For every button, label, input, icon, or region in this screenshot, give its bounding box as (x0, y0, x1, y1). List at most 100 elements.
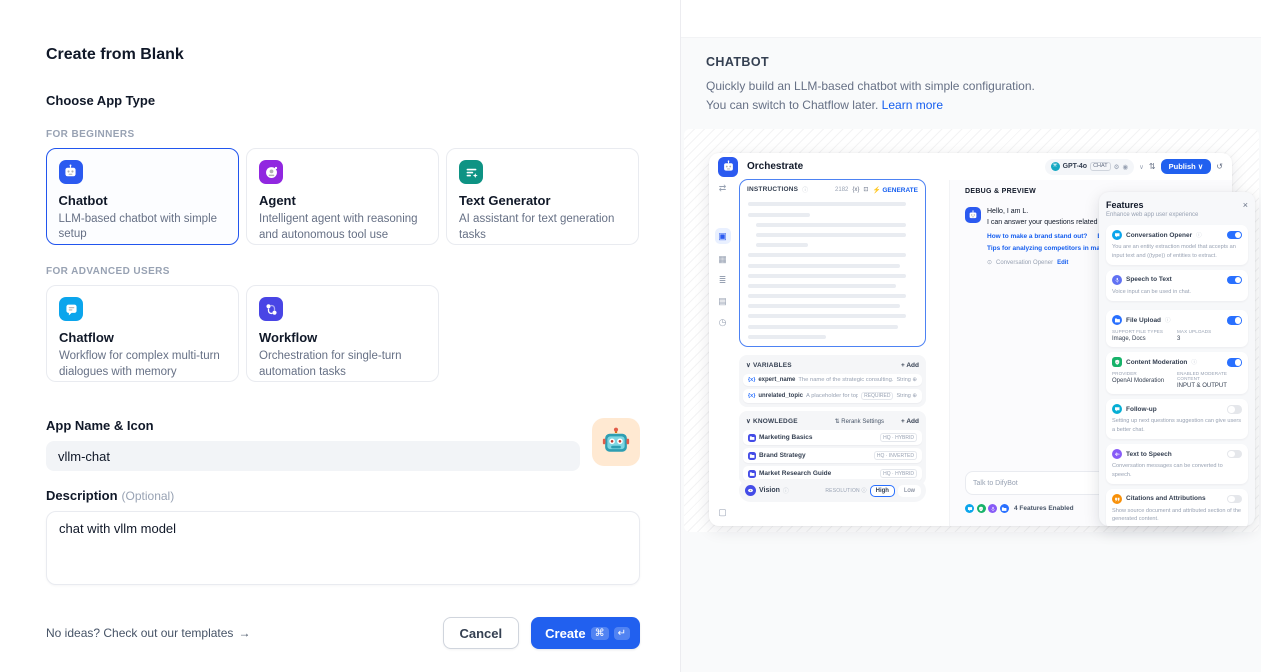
sliders-icon: ⇅ (1148, 162, 1156, 172)
microphone-icon (1112, 274, 1122, 285)
waveform-icon (1112, 449, 1122, 460)
toggle-switch (1227, 358, 1242, 367)
section-for-beginners: FOR BEGINNERS (46, 129, 135, 140)
toggle-switch (1227, 230, 1242, 240)
variable-icon: {x} (748, 377, 756, 384)
feature-follow-up: Follow-up Setting up next questions sugg… (1106, 399, 1248, 440)
app-type-info-panel: CHATBOT Quickly build an LLM-based chatb… (680, 0, 1261, 672)
knowledge-title: ∨ KNOWLEDGE (746, 418, 798, 426)
char-count: 2182 (835, 186, 849, 193)
image-nav-icon: ▦ (718, 254, 727, 265)
moderation-feature-icon (976, 504, 986, 514)
opener-icon: ⊙ (987, 260, 993, 267)
toggle-switch (1227, 449, 1242, 459)
feature-speech-to-text: Speech to Text Voice input can be used i… (1106, 269, 1248, 302)
app-type-description: Orchestration for single-turn automation… (259, 350, 402, 378)
app-type-title: Agent (259, 193, 296, 208)
docs-nav-icon: ▢ (718, 507, 727, 518)
toggle-switch (1227, 405, 1242, 414)
notes-nav-icon: ▤ (718, 296, 727, 307)
description-textarea[interactable]: chat with vllm model (46, 511, 640, 585)
create-app-modal: Create from Blank Choose App Type FOR BE… (46, 46, 640, 649)
copy-icon: ⊡ (863, 187, 869, 194)
swap-icon: ⇄ (718, 183, 727, 194)
variables-panel: ∨ VARIABLES + Add {x} expert_name The na… (739, 355, 926, 408)
enter-key-icon: ↵ (613, 626, 630, 640)
chatflow-icon (59, 297, 83, 321)
features-panel: Features × Enhance web app user experien… (1099, 192, 1255, 527)
beginner-cards-row: Chatbot LLM-based chatbot with simple se… (46, 148, 640, 245)
app-type-card-agent[interactable]: Agent Intelligent agent with reasoning a… (246, 148, 439, 245)
opener-label: Conversation Opener (996, 259, 1054, 266)
app-icon-picker[interactable] (592, 418, 640, 466)
app-type-description: LLM-based chatbot with simple setup (58, 212, 218, 241)
app-name-label: App Name & Icon (46, 418, 154, 433)
create-button[interactable]: Create ⌘ ↵ (531, 617, 640, 649)
variable-row: {x} unrelated_topic A placeholder for to… (743, 389, 922, 404)
chat-double-icon (1112, 404, 1122, 415)
dataset-icon (748, 469, 756, 478)
instructions-title: INSTRUCTIONS (747, 186, 799, 194)
features-enabled-row: 4 Features Enabled (965, 504, 1074, 514)
feature-content-moderation: Content Moderation ⓘ PROVIDER OpenAI Mod… (1106, 352, 1248, 395)
preview-window-header: Orchestrate ✳ GPT-4o CHAT ⚙ ◉ ∨ ⇅ Publis… (709, 153, 1232, 180)
app-type-description: AI assistant for text generation tasks (459, 213, 615, 241)
right-topbar (681, 0, 1261, 38)
chat-bubble-icon (1112, 230, 1122, 241)
app-type-description: Intelligent agent with reasoning and aut… (259, 213, 418, 241)
app-type-title: Text Generator (459, 193, 551, 208)
vision-eye-icon (745, 485, 756, 497)
resolution-label: RESOLUTION ⓘ (825, 488, 867, 495)
resolution-low-option: Low (897, 484, 921, 497)
add-variable-button: + Add (901, 361, 919, 369)
section-for-advanced-users: FOR ADVANCED USERS (46, 266, 170, 277)
logs-nav-icon: ≣ (718, 275, 727, 286)
upload-feature-icon (999, 504, 1009, 514)
description-block: Description (Optional) chat with vllm mod… (46, 488, 640, 590)
dataset-icon (748, 433, 756, 442)
instructions-panel: INSTRUCTIONS ⓘ 2182 {x} ⊡ ⚡ GENERATE (739, 179, 926, 348)
suggested-question: Tips for analyzing competitors in marke (987, 245, 1110, 253)
chatbot-icon (58, 159, 83, 184)
info-icon: ⓘ (1191, 360, 1197, 367)
app-type-card-text-generator[interactable]: Text Generator AI assistant for text gen… (446, 148, 639, 245)
learn-more-link[interactable]: Learn more (881, 97, 944, 112)
workflow-icon (259, 297, 283, 321)
variable-row: {x} expert_name The name of the strategi… (743, 374, 922, 387)
clock-nav-icon: ◷ (718, 317, 727, 328)
knowledge-row: Brand Strategy HQ · INVERTED (743, 448, 922, 464)
instructions-skeleton-text (740, 202, 925, 339)
templates-link[interactable]: No ideas? Check out our templates → (46, 626, 251, 640)
feature-text-to-speech: Text to Speech Conversation messages can… (1106, 444, 1248, 484)
resolution-high-option: High (869, 484, 895, 497)
bot-avatar (965, 207, 981, 224)
info-icon: ⓘ (1196, 233, 1202, 240)
advanced-cards-row: Chatflow Workflow for complex multi-turn… (46, 285, 640, 382)
app-type-card-workflow[interactable]: Workflow Orchestration for single-turn a… (246, 285, 439, 382)
cancel-button[interactable]: Cancel (442, 617, 520, 649)
publish-button: Publish ∨ (1160, 159, 1212, 175)
add-knowledge-button: + Add (901, 417, 919, 425)
rerank-settings-button: ⇅ Rerank Settings (834, 418, 884, 425)
app-name-input[interactable] (46, 441, 580, 471)
app-type-card-chatbot[interactable]: Chatbot LLM-based chatbot with simple se… (46, 148, 239, 245)
model-mode-badge: CHAT (1090, 162, 1111, 172)
knowledge-panel: ∨ KNOWLEDGE ⇅ Rerank Settings + Add Mark… (739, 411, 926, 486)
suggested-question: How to make a brand stand out? (987, 233, 1088, 241)
variable-icon: {x} (852, 186, 860, 193)
app-avatar-icon (718, 156, 738, 177)
cmd-key-icon: ⌘ (590, 626, 609, 640)
info-icon: ⓘ (782, 489, 789, 496)
choose-app-type-label: Choose App Type (46, 93, 156, 108)
speech-feature-icon (988, 504, 997, 514)
required-badge: REQUIRED (861, 392, 894, 401)
app-type-card-chatflow[interactable]: Chatflow Workflow for complex multi-turn… (46, 285, 239, 382)
close-icon: × (1242, 200, 1248, 211)
app-type-title: Chatbot (58, 192, 108, 208)
debug-preview-title: DEBUG & PREVIEW (965, 188, 1037, 196)
model-logo-icon: ✳ (1050, 162, 1060, 172)
toggle-switch (1227, 316, 1242, 325)
agent-icon (259, 160, 283, 184)
generate-button: ⚡ GENERATE (872, 186, 918, 194)
index-mode-badge: HQ · INVERTED (873, 451, 917, 461)
